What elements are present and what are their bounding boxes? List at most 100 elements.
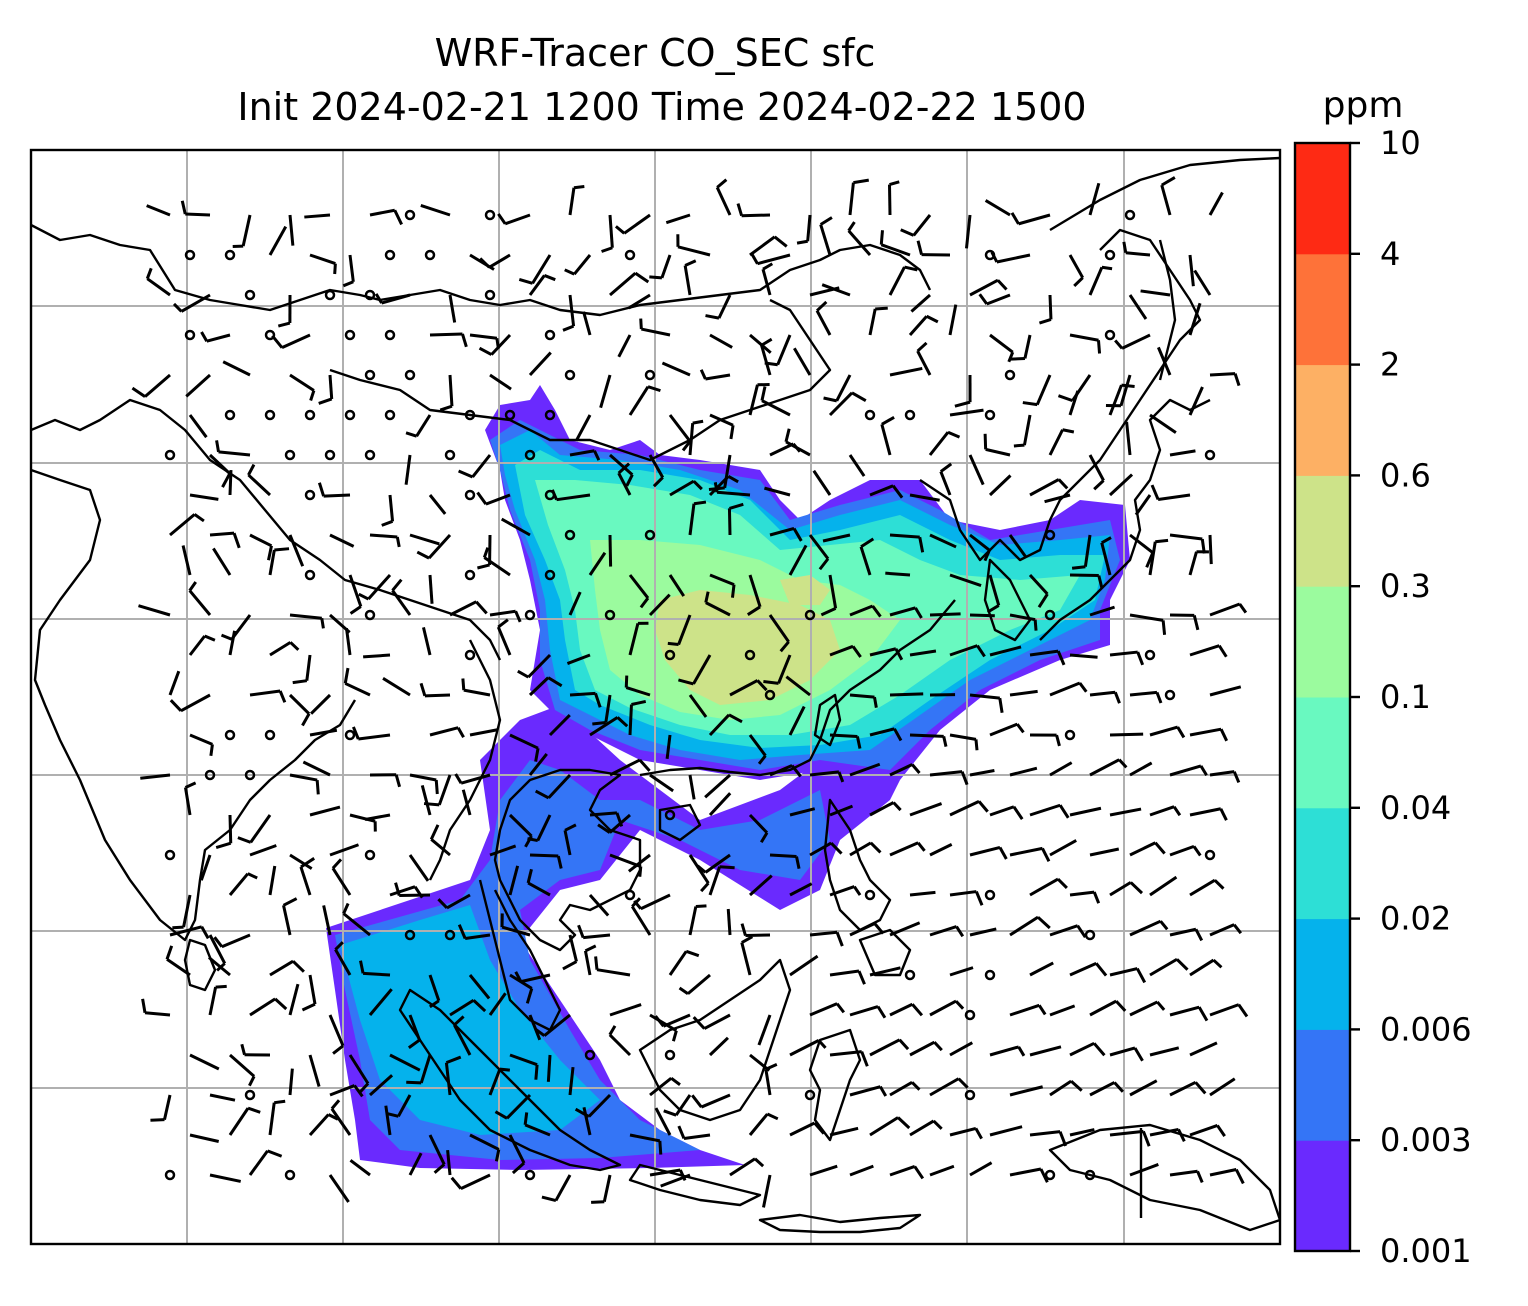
wind-barb-flag bbox=[974, 739, 979, 751]
sakhalin bbox=[1158, 239, 1177, 381]
wind-barb bbox=[146, 204, 171, 217]
india-coast bbox=[31, 468, 357, 942]
wind-barb bbox=[1129, 613, 1164, 622]
wind-barb-flag bbox=[478, 346, 493, 356]
wind-barb-flag bbox=[857, 970, 866, 985]
wind-barb bbox=[969, 613, 995, 618]
wind-barb bbox=[748, 734, 767, 757]
wind-barb-flag bbox=[1192, 845, 1202, 857]
calm-wind-marker bbox=[464, 409, 476, 421]
wind-barb-flag bbox=[773, 235, 788, 248]
wind-barb bbox=[415, 414, 432, 437]
calm-wind-marker bbox=[864, 409, 876, 421]
wind-barb bbox=[1109, 881, 1132, 897]
wind-barb-flag bbox=[693, 500, 707, 506]
wind-barb-flag bbox=[200, 331, 209, 342]
wind-barb bbox=[692, 654, 712, 685]
wind-barb bbox=[183, 787, 192, 816]
wind-barb-flag bbox=[358, 592, 370, 601]
wind-barb bbox=[748, 574, 762, 608]
wind-barb-flag bbox=[900, 228, 915, 237]
wind-barb bbox=[363, 653, 391, 659]
wind-barb-flag bbox=[454, 773, 463, 784]
wind-barb-flag bbox=[1121, 383, 1135, 388]
wind-barb bbox=[709, 573, 735, 586]
wind-barb bbox=[308, 1054, 321, 1088]
wind-barb-flag bbox=[394, 774, 402, 788]
wind-barb bbox=[509, 733, 539, 750]
wind-barb-flag bbox=[685, 949, 700, 958]
wind-barb-flag bbox=[957, 1077, 969, 1089]
wind-barb-flag bbox=[407, 1038, 421, 1049]
wind-barb bbox=[1029, 478, 1060, 497]
wind-barb-flag bbox=[700, 882, 710, 893]
wind-barb bbox=[768, 614, 790, 643]
wind-barb bbox=[569, 449, 595, 457]
wind-barb bbox=[596, 968, 631, 977]
wind-barb bbox=[422, 627, 432, 656]
wind-barb-flag bbox=[193, 513, 205, 523]
wind-barb bbox=[1049, 839, 1077, 857]
wind-barb bbox=[1129, 1000, 1158, 1017]
wind-barb bbox=[609, 453, 634, 476]
wind-barb-flag bbox=[1013, 443, 1025, 448]
wind-barb-flag bbox=[1160, 176, 1176, 187]
wind-barb bbox=[1048, 294, 1053, 320]
wind-barb bbox=[989, 333, 1014, 354]
wind-barb bbox=[660, 1173, 691, 1188]
taiwan bbox=[813, 693, 842, 747]
wind-barb bbox=[809, 1164, 838, 1177]
wind-barb bbox=[180, 293, 211, 313]
wind-barb-flag bbox=[597, 823, 611, 834]
wind-barb-flag bbox=[933, 1041, 943, 1052]
colorbar-tick-label: 0.003 bbox=[1380, 1121, 1472, 1159]
wind-barb bbox=[209, 1093, 236, 1102]
wind-barb bbox=[446, 893, 471, 910]
wind-barb-flag bbox=[847, 221, 856, 232]
wind-barb bbox=[989, 645, 1022, 657]
wind-barb bbox=[228, 814, 233, 844]
wind-barb-flag bbox=[1071, 565, 1086, 570]
wind-barb bbox=[449, 600, 477, 617]
wind-barb bbox=[419, 1054, 432, 1084]
wind-barb-flag bbox=[1216, 1124, 1226, 1137]
wind-barb bbox=[1169, 533, 1203, 541]
wind-barb-flag bbox=[320, 618, 325, 629]
calm-wind-marker bbox=[564, 529, 576, 541]
wind-barb-flag bbox=[624, 675, 629, 688]
wind-barb bbox=[1068, 254, 1085, 279]
wind-barb-flag bbox=[663, 1109, 677, 1117]
wind-barb-flag bbox=[381, 519, 394, 527]
sumatra bbox=[398, 988, 622, 1172]
wind-barb-flag bbox=[1010, 356, 1026, 361]
wind-barb bbox=[627, 853, 651, 873]
wind-barb bbox=[1009, 613, 1036, 622]
calm-wind-marker bbox=[624, 889, 636, 901]
wind-barb bbox=[789, 807, 816, 817]
wind-barb bbox=[1089, 1081, 1116, 1097]
wind-barb bbox=[1044, 493, 1071, 504]
wind-barb-flag bbox=[916, 341, 928, 353]
calm-wind-marker bbox=[464, 649, 476, 661]
wind-barb-flag bbox=[932, 1119, 943, 1130]
wind-barb-flag bbox=[1057, 394, 1074, 403]
wind-barb-flag bbox=[395, 536, 401, 548]
wind-barb bbox=[649, 773, 674, 793]
wind-barb bbox=[849, 762, 881, 777]
wind-barb bbox=[608, 214, 614, 248]
wind-barb-flag bbox=[391, 578, 403, 592]
wind-barb bbox=[912, 214, 932, 237]
wind-barb-flag bbox=[497, 618, 509, 629]
wind-barb-flag bbox=[267, 545, 273, 561]
wind-barb-flag bbox=[652, 476, 664, 488]
wind-barb bbox=[985, 447, 1011, 457]
wind-barb bbox=[189, 493, 219, 501]
wind-barb bbox=[1069, 653, 1098, 659]
wind-barb bbox=[709, 333, 733, 349]
wind-barb bbox=[568, 294, 576, 327]
colorbar-band bbox=[1295, 364, 1350, 476]
wind-barb bbox=[829, 804, 854, 817]
hainan bbox=[658, 803, 702, 842]
wind-barb-flag bbox=[746, 605, 761, 616]
wind-barb-flag bbox=[1129, 881, 1144, 895]
